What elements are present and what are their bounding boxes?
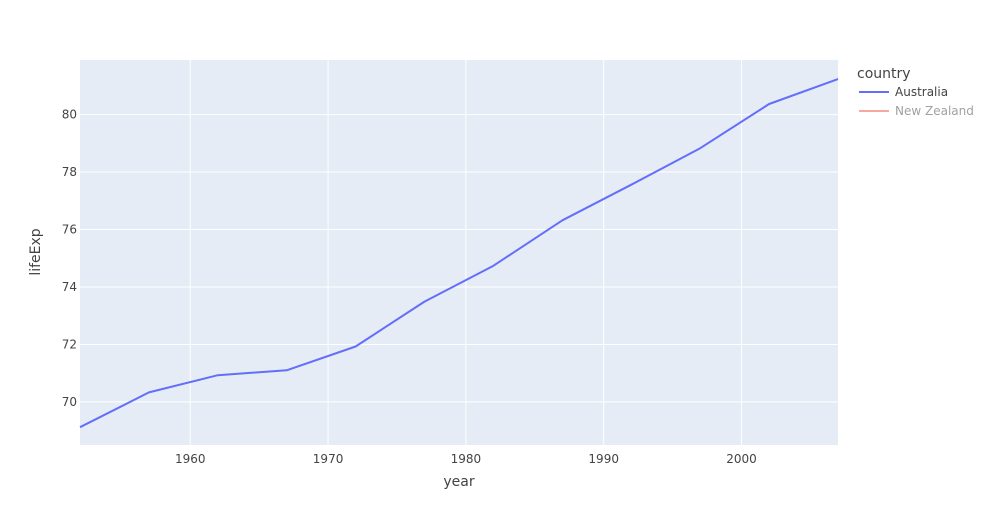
y-tick-label: 74 — [62, 280, 77, 294]
legend-item-new-zealand[interactable]: New Zealand — [859, 104, 974, 118]
legend: country Australia New Zealand — [857, 66, 974, 118]
x-axis-ticks: 1960 1970 1980 1990 2000 — [175, 452, 757, 466]
y-tick-label: 72 — [62, 337, 77, 351]
gridlines — [80, 60, 838, 445]
series-lines — [79, 78, 839, 429]
y-tick-label: 80 — [62, 108, 77, 122]
x-tick-label: 2000 — [726, 452, 757, 466]
x-tick-label: 1980 — [451, 452, 482, 466]
x-tick-label: 1970 — [313, 452, 344, 466]
x-axis-title: year — [443, 474, 474, 490]
legend-label-australia: Australia — [895, 85, 948, 99]
legend-label-new-zealand: New Zealand — [895, 104, 974, 118]
y-tick-label: 70 — [62, 395, 77, 409]
series-line-australia — [79, 78, 839, 429]
legend-item-australia[interactable]: Australia — [859, 85, 948, 99]
y-tick-label: 76 — [62, 223, 77, 237]
plot-background — [80, 60, 838, 445]
y-axis-ticks: 70 72 74 76 78 80 — [62, 108, 77, 409]
y-tick-label: 78 — [62, 165, 77, 179]
y-axis-title: lifeExp — [28, 228, 44, 275]
x-tick-label: 1990 — [588, 452, 619, 466]
legend-title: country — [857, 66, 911, 82]
x-tick-label: 1960 — [175, 452, 206, 466]
